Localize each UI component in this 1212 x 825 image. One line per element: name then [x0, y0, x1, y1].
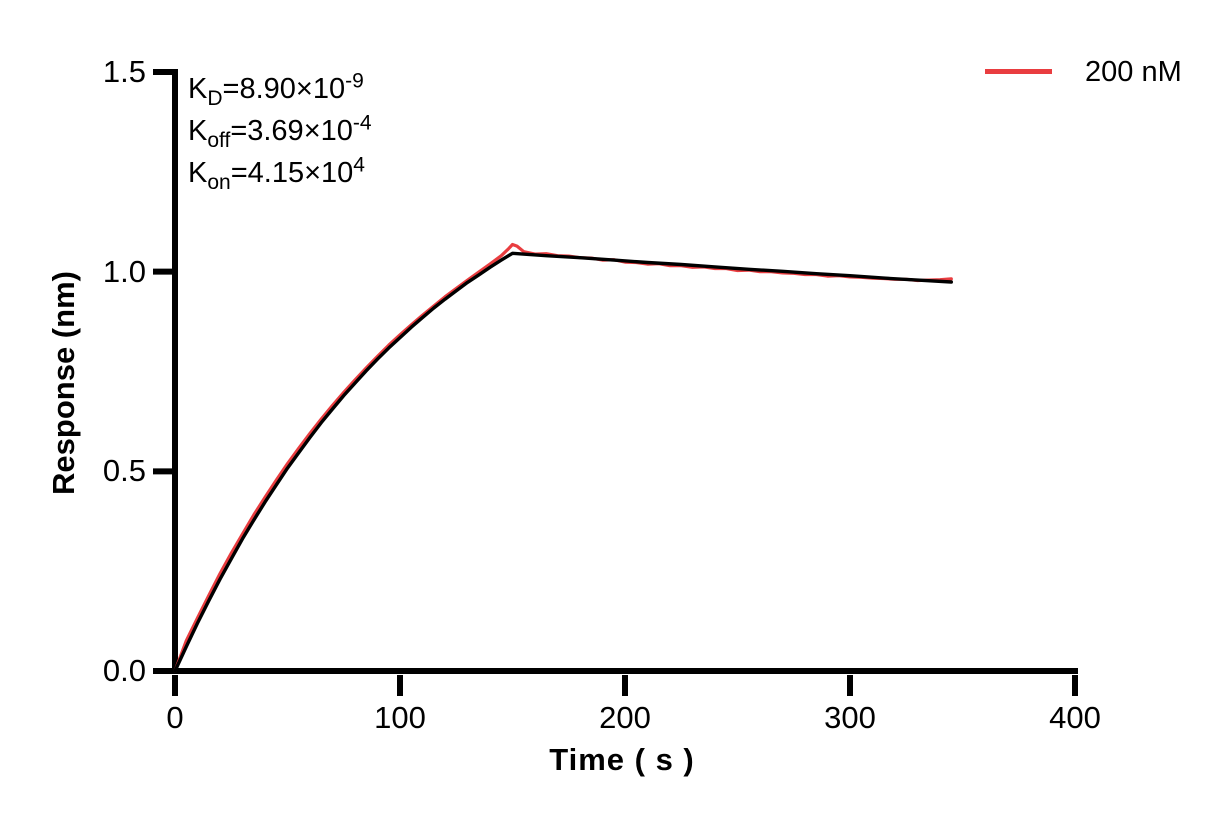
axes	[172, 69, 1078, 674]
tick-marks	[153, 69, 1078, 696]
x-tick-label: 200	[599, 700, 651, 735]
x-tick-label: 300	[824, 700, 876, 735]
curve-data	[173, 242, 953, 673]
kd-subscript: D	[207, 86, 223, 110]
kd-exponent: -9	[345, 69, 364, 93]
koff-exponent: -4	[352, 111, 372, 135]
kd-symbol: K	[188, 73, 208, 105]
kon-value: =4.15×10	[230, 157, 354, 189]
x-tick-label: 0	[166, 700, 184, 735]
koff-value: =3.69×10	[230, 115, 353, 147]
kon-symbol: K	[188, 157, 208, 189]
kon-annotation: Kon=4.15×104	[188, 152, 372, 194]
koff-symbol: K	[188, 115, 208, 147]
legend-line-swatch	[985, 69, 1052, 74]
kinetics-annotations: KD=8.90×10-9 Koff=3.69×10-4 Kon=4.15×104	[188, 68, 372, 194]
kon-subscript: on	[207, 170, 231, 194]
y-tick-label: 0.5	[102, 453, 146, 489]
kd-annotation: KD=8.90×10-9	[188, 68, 372, 110]
y-tick-label: 1.5	[102, 54, 146, 89]
legend-label: 200 nM	[1085, 56, 1182, 88]
koff-subscript: off	[207, 128, 231, 152]
koff-annotation: Koff=3.69×10-4	[188, 110, 372, 152]
kon-exponent: 4	[353, 153, 365, 177]
x-tick-label: 400	[1049, 700, 1101, 735]
y-tick-label: 1.0	[102, 253, 146, 289]
kd-value: =8.90×10	[222, 73, 346, 105]
x-axis-title: Time ( s )	[549, 742, 695, 777]
x-tick-label: 100	[374, 700, 426, 735]
curve-fit	[173, 251, 953, 673]
y-tick-label: 0.0	[102, 653, 146, 688]
curves	[173, 242, 953, 673]
